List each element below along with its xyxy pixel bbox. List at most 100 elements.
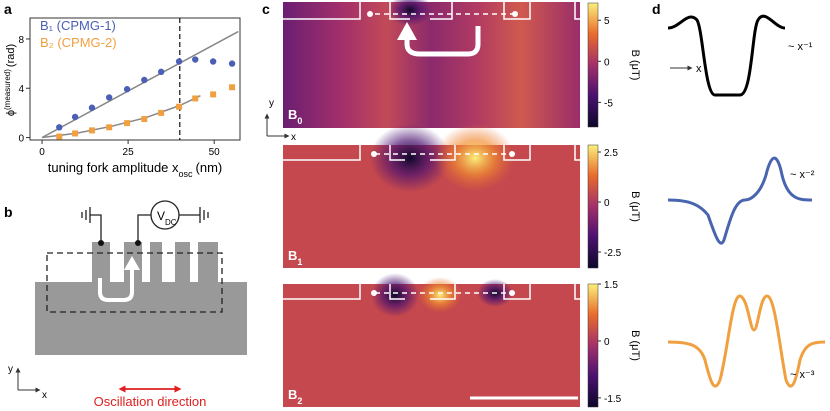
colorbar-tick-label: -5 bbox=[604, 98, 613, 109]
legend-entry: B₂ (CPMG-2) bbox=[40, 35, 117, 50]
profile-label: ~ x⁻¹ bbox=[788, 41, 813, 53]
profile-1 bbox=[667, 14, 786, 97]
point bbox=[88, 127, 95, 134]
profile-2 bbox=[667, 156, 813, 245]
x-label-unit: (nm) bbox=[196, 160, 223, 175]
point bbox=[88, 104, 96, 111]
map-axis-y: y bbox=[269, 98, 274, 109]
colorbar-tick-label: -1.5 bbox=[604, 394, 622, 405]
electrodes bbox=[283, 2, 580, 300]
y-tick-label: 8 bbox=[18, 35, 24, 46]
x-tick-label: 25 bbox=[123, 147, 135, 158]
x-tick-label: 0 bbox=[39, 147, 45, 158]
colorbar-tick-label: -2.5 bbox=[604, 248, 622, 259]
source-v: V bbox=[157, 209, 165, 223]
contact bbox=[135, 240, 141, 246]
point bbox=[176, 103, 183, 110]
colorbar-tick-label: 5 bbox=[604, 16, 610, 27]
point bbox=[157, 68, 165, 76]
colorbar-tick-label: 1.5 bbox=[604, 280, 618, 291]
x-axis-label: tuning fork amplitude xosc (nm) bbox=[48, 160, 223, 179]
map-label-main: B bbox=[288, 107, 297, 122]
map-axis-x: x bbox=[291, 132, 296, 143]
point bbox=[192, 56, 199, 63]
profile-axis: x bbox=[696, 63, 702, 75]
point bbox=[72, 130, 79, 137]
panel-label: d bbox=[652, 1, 661, 17]
circuit bbox=[81, 200, 209, 243]
legend-entry: B₁ (CPMG-1) bbox=[40, 18, 116, 33]
axis-y-label: y bbox=[8, 364, 13, 375]
x-label-sub: osc bbox=[179, 169, 194, 179]
tip-dots bbox=[367, 11, 518, 296]
point bbox=[141, 76, 148, 84]
colorbar bbox=[587, 144, 599, 269]
heatmap-feature bbox=[418, 277, 462, 313]
heatmap-feature bbox=[371, 273, 419, 317]
point bbox=[229, 84, 236, 91]
contact bbox=[98, 240, 104, 246]
heatmap-feature bbox=[435, 124, 515, 192]
colorbar-label: B (μT) bbox=[629, 191, 641, 222]
colorbar-label: B (μT) bbox=[629, 330, 641, 361]
map-label: B1 bbox=[288, 248, 302, 267]
point bbox=[228, 60, 236, 67]
profile-label: ~ x⁻³ bbox=[790, 369, 815, 381]
heatmap-feature bbox=[370, 124, 450, 192]
sample bbox=[35, 242, 247, 355]
colorbar bbox=[587, 2, 599, 128]
point bbox=[210, 91, 217, 98]
y-tick-label: 0 bbox=[18, 134, 24, 145]
point bbox=[56, 124, 63, 131]
map-label: B2 bbox=[288, 387, 302, 406]
panel-label: a bbox=[4, 1, 12, 17]
plot-frame bbox=[29, 17, 241, 141]
fit-line bbox=[41, 94, 201, 139]
axes-arrows bbox=[17, 370, 38, 390]
map-label-main: B bbox=[288, 387, 297, 402]
source-sub: DC bbox=[165, 218, 177, 227]
map-label-sub: 1 bbox=[297, 257, 302, 267]
profile-label: ~ x⁻² bbox=[790, 169, 815, 181]
source-label: VDC bbox=[157, 209, 177, 227]
point bbox=[158, 109, 165, 116]
colorbar-label: B (μT) bbox=[629, 50, 641, 81]
panel-c: y x bbox=[264, 0, 580, 407]
profile-3 bbox=[667, 294, 826, 388]
panel-label: b bbox=[4, 204, 13, 220]
colorbar-tick-label: 0 bbox=[604, 198, 610, 209]
point bbox=[123, 86, 131, 93]
heatmap-0 bbox=[283, 2, 580, 128]
point bbox=[71, 113, 79, 121]
point bbox=[105, 94, 113, 101]
axis-x-label: x bbox=[42, 390, 47, 401]
map-label-main: B bbox=[288, 248, 297, 263]
x-tick-label: 50 bbox=[209, 147, 221, 158]
point bbox=[141, 116, 148, 123]
map-label-sub: 0 bbox=[297, 116, 302, 126]
map-label-sub: 2 bbox=[297, 396, 302, 406]
y-tick-label: 4 bbox=[18, 84, 24, 95]
colorbar-tick-label: 0 bbox=[604, 57, 610, 68]
arrow-head bbox=[397, 22, 417, 40]
point bbox=[56, 133, 63, 140]
panel-b: VDC y x Oscillation direction bbox=[8, 200, 247, 409]
current-arrow bbox=[98, 268, 134, 302]
panel-d bbox=[667, 14, 826, 388]
point bbox=[175, 58, 183, 65]
point bbox=[106, 124, 113, 131]
point bbox=[209, 58, 217, 65]
arrow-head bbox=[124, 256, 140, 270]
caption: Oscillation direction bbox=[94, 394, 207, 409]
y-label-symbol: ϕ bbox=[5, 110, 17, 116]
panel-a: ϕ(measured) (rad) tuning fork amplitude x… bbox=[3, 17, 241, 179]
point bbox=[192, 95, 199, 102]
y-label-unit: (rad) bbox=[5, 44, 17, 67]
map-label: B0 bbox=[288, 107, 302, 126]
panel-label: c bbox=[262, 1, 270, 17]
current-arrow bbox=[404, 26, 481, 57]
point bbox=[124, 120, 131, 127]
scan-area bbox=[46, 252, 223, 313]
colorbar-tick-label: 2.5 bbox=[604, 148, 618, 159]
